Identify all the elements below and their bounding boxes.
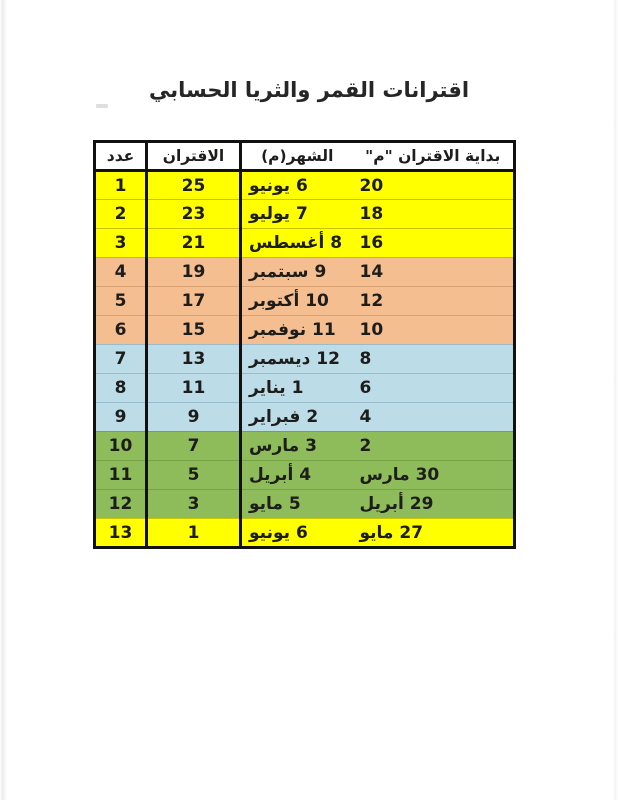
- cell-start-of-conjunction: 10: [352, 315, 515, 345]
- table-row: 27 مايو 6 يونيو 1 13: [93, 518, 515, 548]
- cell-conjunction: 7: [145, 431, 241, 461]
- cell-conjunction: 17: [145, 286, 241, 316]
- cell-start-of-conjunction: 12: [352, 286, 515, 316]
- cell-start-of-conjunction: 8: [352, 344, 515, 374]
- scan-smudge-mark: [96, 104, 108, 108]
- page-right-edge-shadow: [613, 0, 618, 800]
- cell-count: 1: [93, 170, 147, 200]
- cell-month: 3 مارس: [239, 431, 353, 461]
- cell-conjunction: 13: [145, 344, 241, 374]
- cell-conjunction: 15: [145, 315, 241, 345]
- cell-conjunction: 1: [145, 518, 241, 548]
- cell-month: 5 مايو: [239, 489, 353, 519]
- cell-start-of-conjunction: 20: [352, 170, 515, 200]
- cell-conjunction: 11: [145, 373, 241, 403]
- cell-conjunction: 9: [145, 402, 241, 432]
- cell-start-of-conjunction: 4: [352, 402, 515, 432]
- table-header-row: بداية الاقتران "م" الشهر(م) الاقتران عدد: [93, 141, 515, 172]
- column-header-month: الشهر(م): [239, 141, 353, 172]
- cell-conjunction: 21: [145, 228, 241, 258]
- table-row: 29 أبريل 5 مايو 3 12: [93, 489, 515, 519]
- table-row: 12 10 أكتوبر 17 5: [93, 286, 515, 316]
- cell-month: 8 أغسطس: [239, 228, 353, 258]
- cell-conjunction: 5: [145, 460, 241, 490]
- cell-month: 1 يناير: [239, 373, 353, 403]
- table-row: 8 12 ديسمبر 13 7: [93, 344, 515, 374]
- cell-month: 11 نوفمبر: [239, 315, 353, 345]
- cell-start-of-conjunction: 2: [352, 431, 515, 461]
- cell-count: 5: [93, 286, 147, 316]
- cell-month: 10 أكتوبر: [239, 286, 353, 316]
- cell-start-of-conjunction: 6: [352, 373, 515, 403]
- cell-month: 7 يوليو: [239, 199, 353, 229]
- cell-month: 6 يونيو: [239, 518, 353, 548]
- cell-conjunction: 19: [145, 257, 241, 287]
- cell-start-of-conjunction: 14: [352, 257, 515, 287]
- cell-start-of-conjunction: 18: [352, 199, 515, 229]
- column-header-conjunction: الاقتران: [145, 141, 241, 172]
- conjunction-table: بداية الاقتران "م" الشهر(م) الاقتران عدد…: [93, 140, 516, 549]
- table-body: 20 6 يونيو 25 1 18 7 يوليو 23 2 16 8 أغسطس 21 3 14 9 …: [93, 170, 515, 548]
- table-row: 18 7 يوليو 23 2: [93, 199, 515, 229]
- table-row: 30 مارس 4 أبريل 5 11: [93, 460, 515, 490]
- cell-month: 12 ديسمبر: [239, 344, 353, 374]
- conjunction-table-container: بداية الاقتران "م" الشهر(م) الاقتران عدد…: [93, 140, 516, 549]
- cell-month: 2 فبراير: [239, 402, 353, 432]
- cell-month: 4 أبريل: [239, 460, 353, 490]
- cell-conjunction: 25: [145, 170, 241, 200]
- cell-start-of-conjunction: 30 مارس: [352, 460, 515, 490]
- cell-count: 13: [93, 518, 147, 548]
- page-title: اقترانات القمر والثريا الحسابي: [148, 78, 470, 102]
- cell-count: 9: [93, 402, 147, 432]
- cell-conjunction: 23: [145, 199, 241, 229]
- cell-month: 9 سبتمبر: [239, 257, 353, 287]
- cell-count: 6: [93, 315, 147, 345]
- cell-count: 10: [93, 431, 147, 461]
- cell-start-of-conjunction: 27 مايو: [352, 518, 515, 548]
- cell-conjunction: 3: [145, 489, 241, 519]
- column-header-count: عدد: [93, 141, 147, 172]
- page-left-edge-shadow: [0, 0, 7, 800]
- table-row: 14 9 سبتمبر 19 4: [93, 257, 515, 287]
- table-row: 16 8 أغسطس 21 3: [93, 228, 515, 258]
- column-header-start: بداية الاقتران "م": [352, 141, 515, 172]
- table-header: بداية الاقتران "م" الشهر(م) الاقتران عدد: [93, 141, 515, 172]
- cell-count: 12: [93, 489, 147, 519]
- cell-start-of-conjunction: 16: [352, 228, 515, 258]
- cell-start-of-conjunction: 29 أبريل: [352, 489, 515, 519]
- table-row: 10 11 نوفمبر 15 6: [93, 315, 515, 345]
- cell-count: 4: [93, 257, 147, 287]
- table-row: 20 6 يونيو 25 1: [93, 170, 515, 200]
- cell-count: 11: [93, 460, 147, 490]
- cell-count: 2: [93, 199, 147, 229]
- cell-month: 6 يونيو: [239, 170, 353, 200]
- cell-count: 3: [93, 228, 147, 258]
- cell-count: 7: [93, 344, 147, 374]
- cell-count: 8: [93, 373, 147, 403]
